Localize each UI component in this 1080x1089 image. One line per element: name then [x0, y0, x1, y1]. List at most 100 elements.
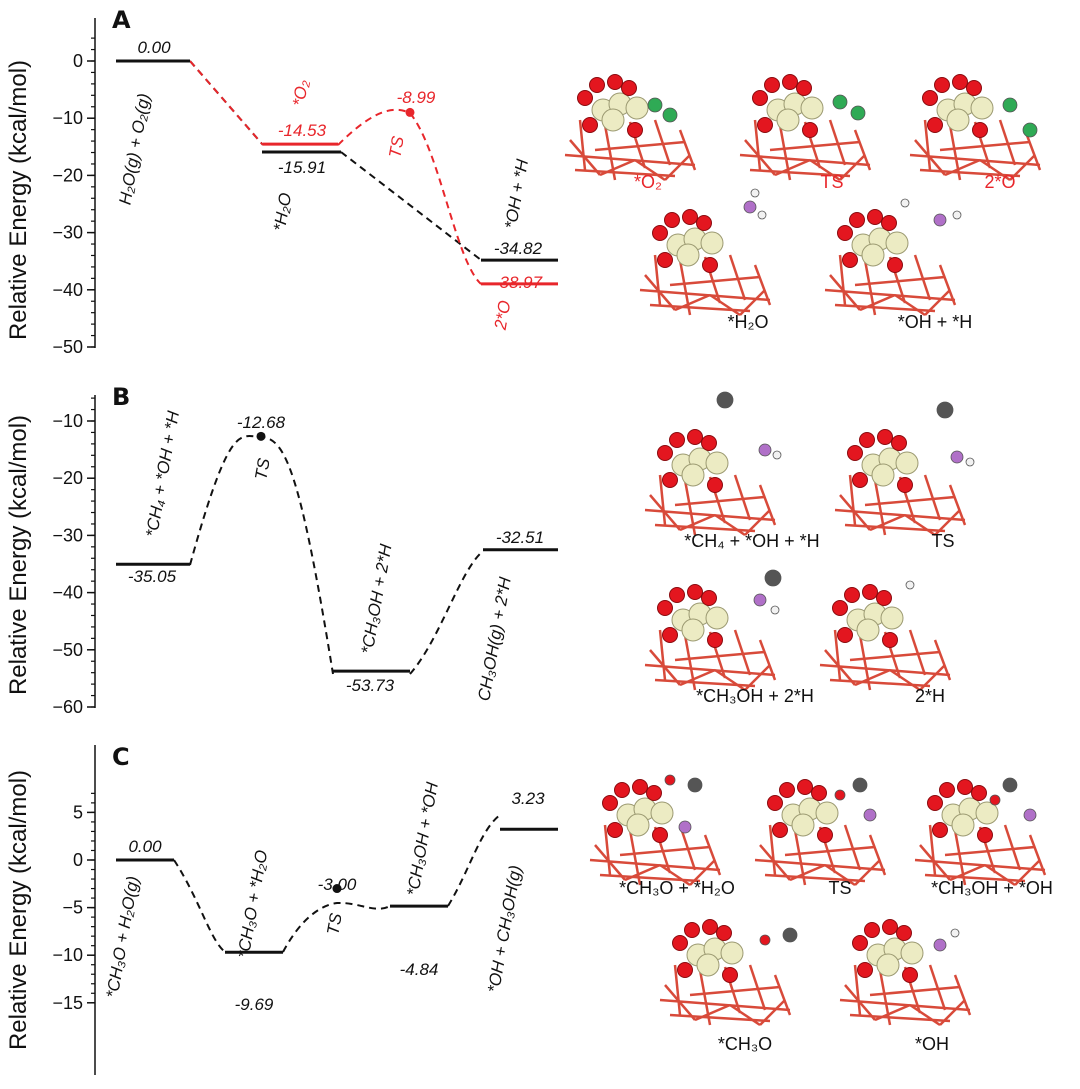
oxygen-atom [657, 445, 673, 461]
oxygen-atom [837, 627, 853, 643]
adsorbate-atom [687, 777, 703, 793]
state-label: TS [251, 456, 274, 481]
adsorbate-atom [750, 188, 760, 198]
lattice-bond [849, 650, 941, 662]
lattice-bond [979, 158, 1011, 182]
oxygen-atom [844, 587, 860, 603]
lattice-bond [589, 858, 721, 872]
lattice-bond [844, 523, 946, 533]
lattice-bond [634, 158, 666, 182]
oxygen-atom [607, 822, 623, 838]
oxygen-atom [927, 117, 943, 133]
oxygen-atom [657, 600, 673, 616]
structure-thumbnail: 2*H [819, 580, 952, 706]
y-axis-label: Relative Energy (kcal/mol) [5, 60, 32, 340]
lattice-bond [778, 124, 792, 181]
lattice-bond [669, 1013, 771, 1023]
lattice-bond [894, 293, 926, 317]
lattice-bond [824, 863, 856, 887]
lattice-bond [674, 495, 766, 507]
oxygen-atom [847, 445, 863, 461]
structure-label: *O₂ [634, 172, 662, 192]
pathway-connector [189, 60, 264, 146]
oxygen-atom [652, 225, 668, 241]
metal-atom [970, 96, 994, 120]
oxygen-atom [891, 435, 907, 451]
pathway-connector [282, 901, 391, 953]
lattice-bond [909, 1003, 941, 1027]
structure-thumbnail: 2*O [909, 74, 1042, 192]
transition-state-point [332, 884, 342, 894]
y-axis-label: Relative Energy (kcal/mol) [5, 415, 32, 695]
oxygen-atom [621, 80, 637, 96]
lattice-bond [564, 153, 696, 167]
cluster-structure [834, 401, 975, 537]
oxygen-atom [702, 257, 718, 273]
structure-label: 2*O [984, 172, 1015, 192]
metal-atom [791, 813, 815, 837]
structure-thumbnail: TS [834, 401, 975, 551]
panel-letter: A [112, 6, 131, 34]
oxygen-atom [896, 925, 912, 941]
oxygen-atom [939, 782, 955, 798]
lattice-bond [953, 974, 972, 1016]
lattice-bond [659, 863, 691, 887]
lattice-bond [998, 119, 1017, 166]
oxygen-atom [602, 795, 618, 811]
adsorbate-atom [743, 200, 757, 214]
oxygen-atom [577, 90, 593, 106]
lattice-bond [948, 484, 967, 526]
structure-thumbnail: *CH₃OH + 2*H [644, 569, 814, 706]
metal-atom [776, 108, 800, 132]
oxygen-atom [716, 925, 732, 941]
oxygen-atom [707, 632, 723, 648]
oxygen-atom [767, 795, 783, 811]
state-label: 2*O [491, 299, 515, 332]
adsorbate-atom [1022, 122, 1038, 138]
state-label: *CH₃O + H₂O(g) [103, 875, 143, 1000]
structure-label: *OH + *H [898, 312, 973, 332]
lattice-bond [849, 1013, 951, 1023]
metal-atom [601, 108, 625, 132]
oxygen-atom [971, 785, 987, 801]
lattice-bond [773, 974, 792, 1016]
oxygen-atom [966, 80, 982, 96]
metal-atom [696, 953, 720, 977]
energy-value-label: 3.23 [511, 789, 545, 808]
cluster-structure [754, 777, 887, 887]
lattice-bond [698, 969, 712, 1026]
adsorbate-atom [905, 580, 915, 590]
state-label: TS [385, 134, 408, 159]
adsorbate-atom [1002, 777, 1018, 793]
lattice-bond [639, 288, 771, 302]
pathway-connector [173, 859, 226, 953]
y-tick-label: −30 [52, 525, 83, 545]
lattice-bond [863, 259, 877, 316]
structure-label: *H₂O [728, 312, 769, 332]
state-label: CH₃OH(g) + 2*H [474, 575, 515, 702]
lattice-bond [729, 1003, 761, 1027]
oxygen-atom [842, 252, 858, 268]
metal-atom [705, 451, 729, 475]
oxygen-atom [862, 584, 878, 600]
cluster-structure [839, 919, 972, 1027]
oxygen-atom [722, 967, 738, 983]
cluster-structure [909, 74, 1042, 182]
metal-atom [885, 231, 909, 255]
energy-value-label: -34.82 [494, 239, 543, 258]
oxygen-atom [952, 74, 968, 90]
panel-b: B −10 −20 −30 −40 −50 −60 Relative Energy (kcal… [5, 383, 558, 717]
adsorbate-atom [1002, 97, 1018, 113]
state-label: *CH₃OH + 2*H [358, 542, 396, 655]
oxygen-atom [707, 477, 723, 493]
state-label: *OH + CH₃OH(g) [484, 864, 525, 994]
lattice-bond [784, 845, 876, 857]
lattice-bond [854, 275, 946, 287]
lattice-bond [654, 523, 756, 533]
y-tick-label: −40 [52, 280, 83, 300]
structure-thumbnail: *H₂O [639, 188, 772, 332]
state-label: *CH₃OH + *OH [403, 780, 442, 897]
oxygen-atom [701, 435, 717, 451]
lattice-bond [824, 288, 956, 302]
oxygen-atom [852, 935, 868, 951]
